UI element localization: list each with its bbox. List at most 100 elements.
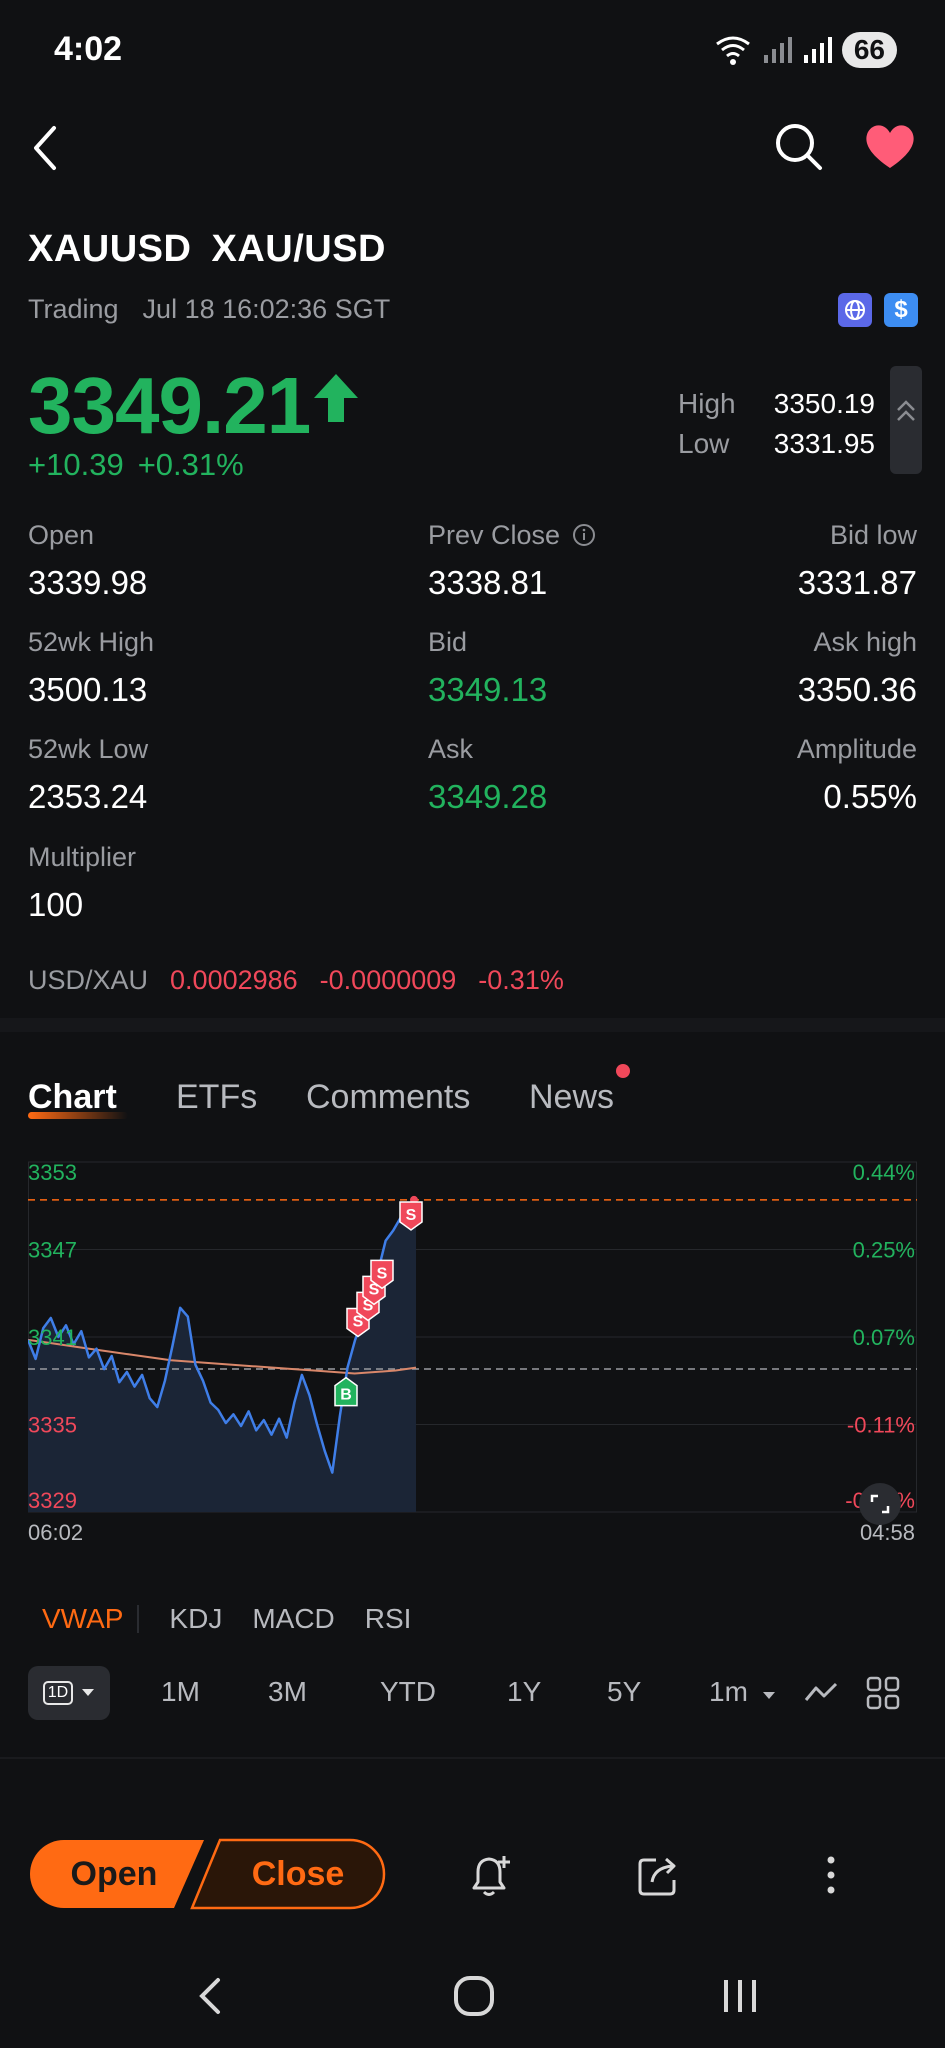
range-1y[interactable]: 1Y: [507, 1676, 542, 1707]
system-back-icon[interactable]: [180, 1966, 240, 2026]
stat-value-amplitude: 0.55%: [823, 778, 917, 815]
stat-label-prev-close: Prev Close: [428, 520, 596, 551]
stat-value-52wk-low: 2353.24: [28, 778, 148, 815]
pct-tick-label: 0.07%: [853, 1325, 915, 1350]
stat-label-bid-low: Bid low: [829, 520, 917, 550]
svg-text:S: S: [363, 1297, 374, 1314]
back-icon[interactable]: [24, 118, 68, 178]
symbol: XAUUSD: [28, 228, 192, 270]
indicator-tabs: VWAP KDJ MACD RSI: [42, 1603, 441, 1635]
arrow-up-icon: [314, 374, 358, 422]
system-home-icon[interactable]: [444, 1966, 504, 2026]
fullscreen-icon[interactable]: [858, 1482, 902, 1526]
svg-text:S: S: [353, 1313, 364, 1330]
svg-text:S: S: [406, 1207, 417, 1224]
fx-pair: USD/XAU: [28, 965, 149, 995]
fx-change-pct: -0.31%: [478, 965, 564, 995]
section-divider: [0, 1018, 945, 1032]
fx-value: 0.0002986: [170, 965, 298, 995]
open-position-button[interactable]: Open: [28, 1838, 208, 1910]
stat-label-bid: Bid: [428, 627, 468, 657]
high-low-values: 3350.19 3331.95: [774, 384, 875, 464]
range-1d-label: 1D: [42, 1681, 74, 1705]
collapse-button[interactable]: [890, 366, 922, 474]
range-5y[interactable]: 5Y: [607, 1676, 642, 1707]
instrument-title: XAUUSD XAU/USD: [28, 228, 386, 271]
trading-status: Trading: [28, 294, 119, 324]
caret-down-icon: [82, 1689, 95, 1696]
stat-label-amplitude: Amplitude: [796, 734, 917, 764]
svg-text:S: S: [377, 1265, 388, 1282]
signal-icon: [763, 37, 792, 63]
instrument-name: XAU/USD: [211, 228, 386, 270]
vwap-line: [27, 1338, 417, 1375]
range-1m[interactable]: 1M: [161, 1676, 200, 1707]
range-3m[interactable]: 3M: [268, 1676, 307, 1707]
close-position-button[interactable]: Close: [190, 1838, 386, 1910]
indicator-kdj[interactable]: KDJ: [169, 1603, 223, 1634]
caret-down-icon: [762, 1692, 775, 1699]
stat-label-ask-high: Ask high: [813, 627, 917, 657]
last-price: 3349.21: [28, 361, 311, 450]
globe-icon[interactable]: [838, 293, 872, 327]
high-label: High: [678, 388, 736, 419]
x-end-label: 04:58: [860, 1520, 915, 1545]
open-label: Open: [71, 1855, 158, 1893]
stat-value-ask-high: 3350.36: [797, 671, 917, 708]
heart-icon[interactable]: [862, 120, 918, 172]
y-tick-label: 3353: [28, 1160, 77, 1185]
low-label: Low: [678, 428, 730, 459]
stat-value-bid: 3349.13: [428, 671, 548, 708]
range-1d-dropdown[interactable]: 1D: [28, 1666, 110, 1720]
info-icon[interactable]: [572, 523, 596, 547]
price-change: +10.39 +0.31%: [28, 447, 244, 483]
stat-label-52wk-low: 52wk Low: [28, 734, 149, 764]
indicator-rsi[interactable]: RSI: [364, 1603, 412, 1634]
stat-label-open: Open: [28, 520, 95, 550]
stat-value-prev-close: 3338.81: [428, 564, 548, 601]
tab-comments[interactable]: Comments: [306, 1078, 471, 1116]
low-value: 3331.95: [773, 428, 875, 459]
dollar-icon[interactable]: $: [884, 293, 918, 327]
indicator-macd[interactable]: MACD: [252, 1603, 335, 1634]
svg-text:S: S: [369, 1281, 380, 1298]
tab-chart[interactable]: Chart: [28, 1078, 117, 1116]
change-percent: +0.31%: [137, 447, 244, 482]
tab-news[interactable]: News: [529, 1078, 615, 1116]
buy-marker[interactable]: B: [334, 1376, 358, 1407]
stat-label-multiplier: Multiplier: [28, 842, 137, 872]
status-icons: 66: [714, 30, 897, 70]
status-time: 4:02: [54, 30, 123, 68]
grid-menu-icon[interactable]: [866, 1676, 900, 1710]
share-icon[interactable]: [634, 1850, 684, 1900]
high-value: 3350.19: [773, 388, 875, 419]
system-recents-icon[interactable]: [710, 1966, 770, 2026]
sell-marker[interactable]: S: [370, 1259, 394, 1290]
stat-label-ask: Ask: [428, 734, 474, 764]
intraday-chart[interactable]: B S S S S S 3353 0.44% 3347 0.25% 3341 0.07% 3335 -0.…: [26, 1150, 917, 1560]
y-tick-label: 3329: [28, 1488, 77, 1513]
stat-value-multiplier: 100: [28, 886, 84, 923]
tab-etfs[interactable]: ETFs: [176, 1078, 258, 1116]
interval-1m-dropdown[interactable]: 1m: [709, 1676, 776, 1708]
pct-tick-label: -0.11%: [847, 1413, 915, 1438]
pct-tick-label: 0.25%: [853, 1238, 915, 1263]
content-divider: [0, 1757, 945, 1759]
range-ytd[interactable]: YTD: [380, 1676, 436, 1707]
more-options-icon[interactable]: [806, 1850, 856, 1900]
stat-label-52wk-high: 52wk High: [28, 627, 155, 657]
trading-status-line: Trading Jul 18 16:02:36 SGT: [28, 294, 390, 325]
change-value: +10.39: [28, 447, 124, 482]
indicator-vwap[interactable]: VWAP: [42, 1603, 124, 1634]
price-alert-icon[interactable]: [464, 1850, 514, 1900]
x-start-label: 06:02: [28, 1520, 83, 1545]
inverse-rate-row: USD/XAU 0.0002986 -0.0000009 -0.31%: [28, 965, 586, 996]
y-tick-label: 3335: [28, 1413, 77, 1438]
stat-value-open: 3339.98: [28, 564, 148, 601]
search-icon[interactable]: [772, 120, 824, 172]
sell-marker[interactable]: S: [399, 1201, 423, 1231]
active-tab-indicator: [28, 1112, 128, 1119]
chart-type-icon[interactable]: [804, 1678, 838, 1706]
high-low-labels: High Low: [678, 384, 736, 464]
